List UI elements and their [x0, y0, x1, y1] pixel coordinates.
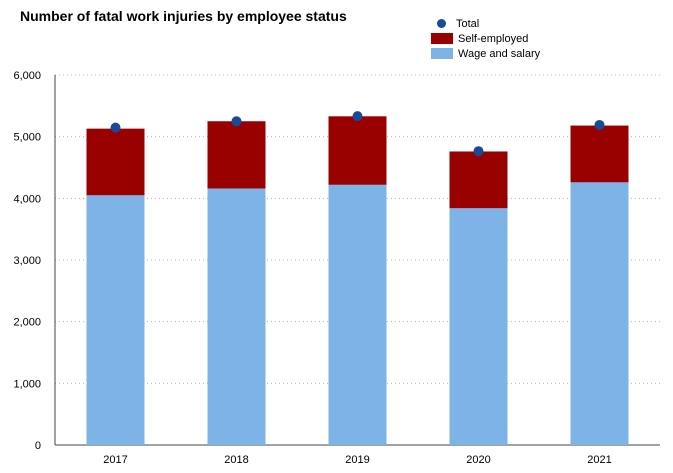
y-tick-label: 3,000 [13, 255, 41, 267]
bar-wage-salary [207, 188, 266, 445]
total-point [352, 111, 363, 122]
y-tick-label: 1,000 [13, 378, 41, 390]
bar-wage-salary [328, 184, 387, 445]
bar-self-employed [449, 151, 508, 209]
x-tick-label: 2020 [466, 454, 490, 466]
total-point [594, 119, 605, 130]
y-tick-label: 5,000 [13, 132, 41, 144]
total-point [231, 116, 242, 127]
legend-self-employed-swatch [431, 33, 453, 44]
x-tick-label: 2017 [103, 454, 127, 466]
legend-total-label: Total [456, 17, 480, 30]
legend-item-self-employed: Self-employed [431, 31, 540, 46]
legend-wage-salary-swatch [431, 48, 453, 59]
x-tick-label: 2018 [224, 454, 248, 466]
legend-item-wage-salary: Wage and salary [431, 46, 540, 61]
x-tick-label: 2021 [587, 454, 611, 466]
bar-self-employed [328, 116, 387, 185]
bar-self-employed [207, 121, 266, 189]
x-tick-label: 2019 [345, 454, 369, 466]
y-tick-label: 4,000 [13, 193, 41, 205]
y-tick-label: 0 [35, 440, 41, 452]
y-tick-label: 6,000 [13, 70, 41, 82]
bar-wage-salary [86, 195, 145, 445]
chart-title: Number of fatal work injuries by employe… [20, 8, 347, 24]
bar-wage-salary [570, 182, 629, 446]
legend-total-marker [437, 19, 446, 28]
bar-self-employed [570, 125, 629, 183]
total-point [473, 146, 484, 157]
legend-item-total: Total [431, 16, 540, 31]
total-point [110, 122, 121, 133]
legend-wage-salary-label: Wage and salary [458, 47, 541, 60]
legend: Total Self-employed Wage and salary [431, 16, 540, 61]
y-tick-label: 2,000 [13, 317, 41, 329]
bar-wage-salary [449, 208, 508, 445]
legend-self-employed-label: Self-employed [458, 32, 529, 45]
bar-self-employed [86, 128, 145, 196]
